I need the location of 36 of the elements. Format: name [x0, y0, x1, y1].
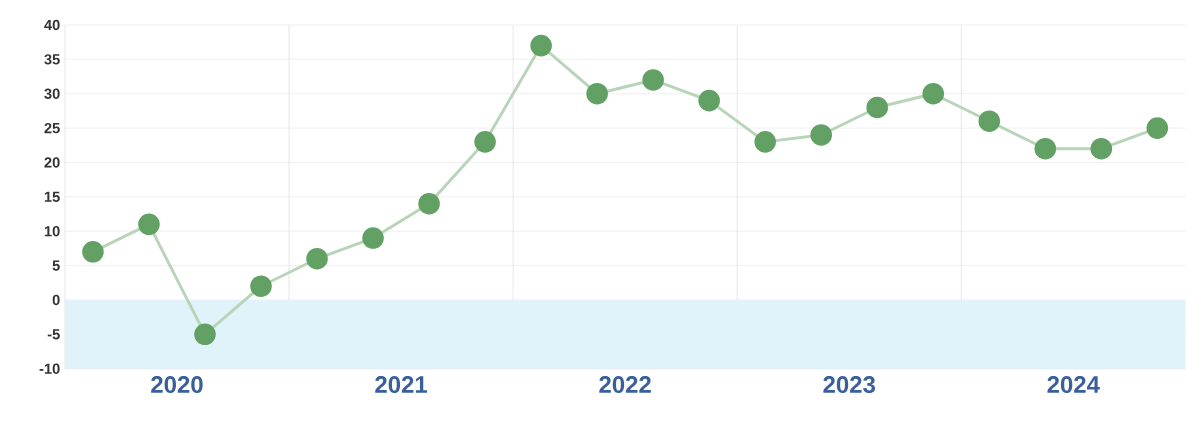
x-tick-label: 2021: [375, 376, 428, 394]
y-tick-label: 25: [44, 123, 60, 134]
x-tick-label: 2023: [823, 376, 876, 394]
point: [1034, 138, 1057, 160]
point: [530, 34, 552, 57]
y-tick-label: 15: [44, 191, 60, 203]
y-tick-label: -5: [47, 329, 60, 340]
point: [754, 131, 776, 153]
point: [250, 275, 272, 298]
y-tick-label: 35: [44, 54, 60, 65]
point: [474, 131, 496, 153]
point: [922, 83, 945, 105]
y-tick-label: -10: [39, 363, 60, 375]
point: [362, 227, 384, 250]
point: [866, 96, 889, 119]
point: [978, 110, 1001, 133]
point: [642, 69, 664, 91]
point: [810, 124, 832, 146]
point: [418, 193, 440, 215]
x-tick-label: 2022: [599, 376, 651, 394]
point: [586, 83, 608, 105]
y-tick-label: 40: [44, 19, 60, 31]
y-tick-label: 20: [44, 157, 60, 168]
point: [138, 213, 160, 236]
y-tick-label: 10: [44, 226, 60, 237]
point: [306, 248, 328, 270]
point: [1090, 138, 1113, 160]
y-tick-label: 5: [52, 260, 60, 271]
y-tick-label: 0: [52, 294, 60, 306]
y-tick-label: 30: [44, 88, 60, 100]
x-tick-label: 2020: [151, 376, 203, 394]
point: [194, 323, 216, 346]
point: [1146, 117, 1169, 140]
x-tick-label: 2024: [1047, 376, 1100, 394]
point: [82, 241, 104, 263]
point: [698, 89, 720, 112]
